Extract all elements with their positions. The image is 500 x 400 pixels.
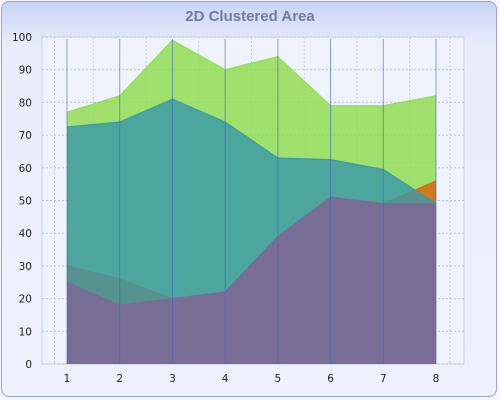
area-series-3-edge bbox=[66, 98, 437, 205]
y-tick-label: 90 bbox=[19, 65, 32, 77]
x-tick-label: 1 bbox=[64, 373, 71, 385]
y-tick-label: 20 bbox=[19, 294, 32, 306]
x-tick-label: 4 bbox=[222, 373, 229, 385]
chart-title: 2D Clustered Area bbox=[185, 8, 315, 25]
x-tick-label: 6 bbox=[327, 373, 334, 385]
y-axis-ticks: 0 10 20 30 40 50 60 70 80 90 100 bbox=[12, 32, 32, 371]
y-tick-label: 60 bbox=[19, 163, 32, 175]
area-series-4 bbox=[67, 197, 436, 364]
y-tick-label: 10 bbox=[19, 326, 32, 338]
category-lines bbox=[66, 39, 437, 364]
x-tick-label: 8 bbox=[433, 373, 440, 385]
area-series-4-edge bbox=[66, 196, 436, 306]
x-tick-label: 7 bbox=[380, 373, 387, 385]
y-tick-label: 80 bbox=[19, 97, 32, 109]
y-tick-label: 40 bbox=[19, 228, 32, 240]
x-tick-label: 5 bbox=[275, 373, 282, 385]
series-areas bbox=[66, 39, 437, 365]
y-tick-label: 50 bbox=[19, 196, 32, 208]
x-tick-label: 2 bbox=[116, 373, 123, 385]
y-tick-label: 0 bbox=[25, 359, 32, 371]
area-series-1-edge bbox=[66, 39, 437, 113]
y-tick-label: 100 bbox=[12, 32, 32, 44]
y-tick-label: 70 bbox=[19, 130, 32, 142]
y-tick-label: 30 bbox=[19, 261, 32, 273]
x-axis-ticks: 1 2 3 4 5 6 7 8 bbox=[64, 373, 440, 385]
x-tick-label: 3 bbox=[169, 373, 176, 385]
